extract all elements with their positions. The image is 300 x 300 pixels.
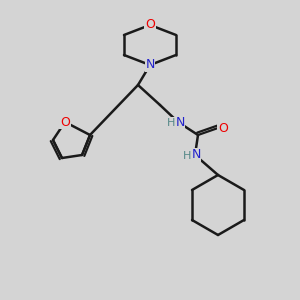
Text: O: O [145,19,155,32]
Text: N: N [191,148,201,161]
Text: O: O [218,122,228,134]
Text: H: H [183,151,191,161]
Text: N: N [175,116,185,128]
Text: H: H [167,118,175,128]
Text: O: O [60,116,70,128]
Text: N: N [145,58,155,71]
